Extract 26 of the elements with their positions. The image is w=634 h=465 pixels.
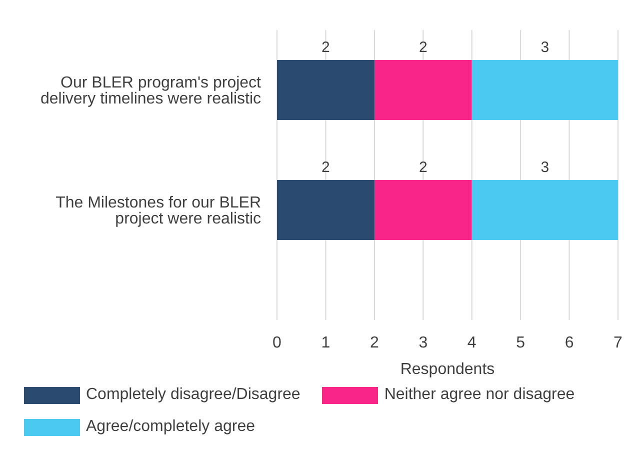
- bar: [374, 180, 472, 240]
- data-label: 3: [540, 159, 550, 176]
- legend-label: Neither agree nor disagree: [384, 386, 575, 404]
- x-axis-title: Respondents: [400, 361, 495, 378]
- x-tick-label: 2: [370, 334, 379, 352]
- legend-label: Completely disagree/Disagree: [86, 386, 300, 404]
- data-label: 2: [418, 159, 428, 176]
- data-label: 3: [540, 39, 550, 56]
- bar: [472, 60, 618, 120]
- x-tick-label: 1: [321, 334, 330, 352]
- x-tick-label: 5: [516, 334, 526, 352]
- data-label: 2: [418, 39, 428, 56]
- x-tick-label: 3: [418, 334, 428, 352]
- bar: [374, 60, 472, 120]
- x-tick-label: 4: [467, 334, 476, 352]
- x-tick-label: 6: [564, 334, 574, 352]
- bar: [277, 180, 374, 240]
- y-tick-label: The Milestones for our BLER project were realistic: [56, 194, 261, 228]
- legend-label: Agree/completely agree: [86, 418, 255, 436]
- data-label: 2: [322, 39, 330, 56]
- bar: [277, 60, 374, 120]
- bar: [472, 180, 618, 240]
- x-tick-label: 7: [614, 334, 623, 352]
- y-tick-label: Our BLER program's project delivery timelines were realistic: [40, 74, 262, 108]
- data-label: 2: [322, 159, 330, 176]
- x-tick-label: 0: [272, 334, 282, 352]
